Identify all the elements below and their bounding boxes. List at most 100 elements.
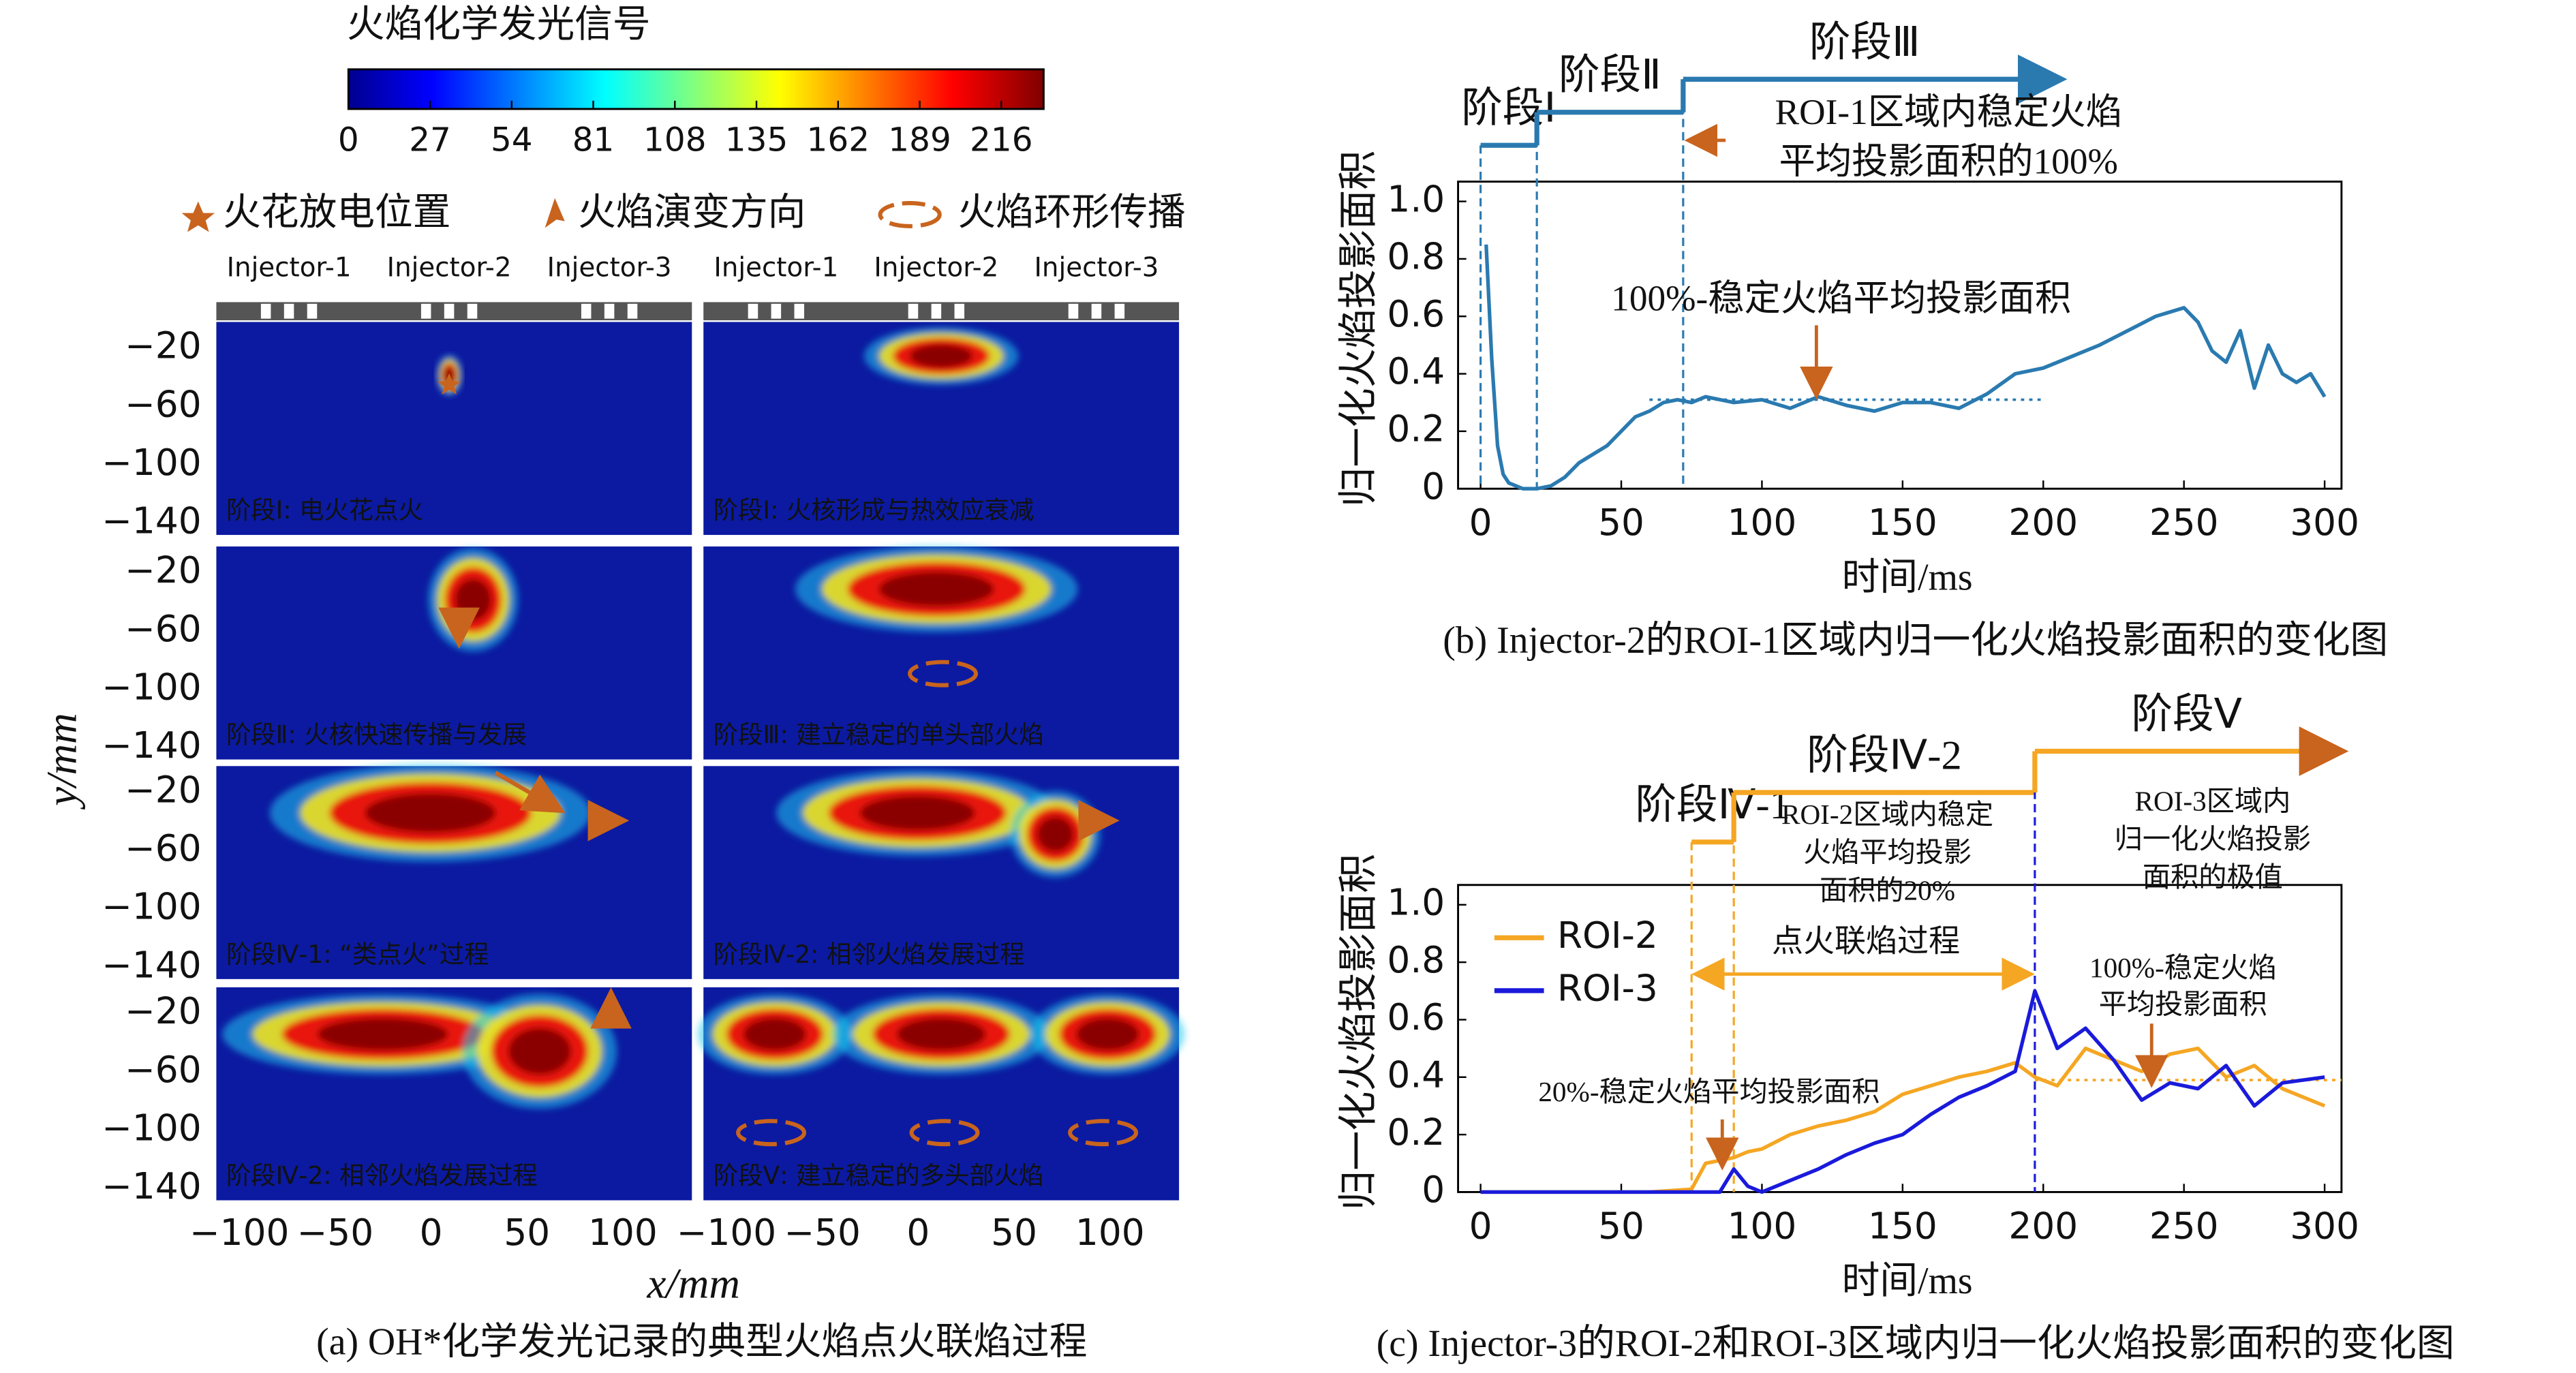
x-tick-label: 150 bbox=[1868, 502, 1937, 544]
ring-propagation bbox=[1068, 1119, 1139, 1147]
x-axis-label: 时间/ms bbox=[1842, 557, 1973, 599]
flame-blobs bbox=[697, 993, 1185, 1075]
colorbar-tick-label: 54 bbox=[491, 121, 533, 159]
y-axis-label: 归一化火焰投影面积 bbox=[1336, 151, 1380, 507]
colorbar-tick-label: 189 bbox=[888, 121, 951, 159]
y-tick-label: 0.8 bbox=[1387, 236, 1445, 278]
colorbar-title: 火焰化学发光信号 bbox=[347, 2, 651, 46]
x-tick-label: 300 bbox=[2290, 502, 2359, 544]
x-tick-label: 50 bbox=[504, 1212, 550, 1254]
y-tick-label: −100 bbox=[102, 666, 201, 708]
x-tick-label: 200 bbox=[2008, 502, 2078, 544]
injector-label: Injector-1 bbox=[714, 252, 838, 283]
y-tick-label: −60 bbox=[125, 383, 201, 425]
injector-label: Injector-1 bbox=[227, 252, 352, 283]
star-icon bbox=[181, 201, 215, 232]
flame-blob bbox=[1037, 816, 1074, 852]
panel-caption: 阶段Ⅰ: 电火花点火 bbox=[226, 495, 423, 525]
x-tick-label: 0 bbox=[420, 1212, 443, 1254]
annotation: ROI-1区域内稳定火焰 bbox=[1775, 92, 2122, 132]
x-tick-label: 50 bbox=[991, 1212, 1037, 1254]
legend-label: 火焰演变方向 bbox=[578, 190, 806, 234]
injector-slot bbox=[444, 303, 455, 319]
colorbar-tick-label: 216 bbox=[970, 121, 1032, 159]
y-tick-label: −20 bbox=[125, 549, 201, 591]
data-line bbox=[1480, 989, 2325, 1194]
injector-slot bbox=[260, 303, 271, 319]
flame-blobs bbox=[776, 769, 1101, 878]
stage-label: 阶段Ⅱ bbox=[1559, 52, 1661, 98]
x-tick-label: 250 bbox=[2149, 1205, 2219, 1247]
y-tick-label: −100 bbox=[102, 886, 201, 928]
data-line bbox=[1484, 244, 2327, 491]
stage-label: 阶段Ⅳ-1 bbox=[1635, 782, 1790, 828]
caption: (a) OH*化学发光记录的典型火焰点火联焰过程 bbox=[316, 1321, 1087, 1363]
injector-slot bbox=[283, 303, 294, 319]
flame-blob bbox=[910, 344, 973, 368]
y-tick-label: −20 bbox=[125, 990, 201, 1032]
y-tick-label: 0 bbox=[1422, 1169, 1445, 1211]
colorbar-tick-label: 135 bbox=[725, 121, 788, 159]
y-tick-label: −140 bbox=[102, 500, 201, 542]
annotation: 平均投影面积的100% bbox=[1779, 142, 2118, 182]
x-tick-label: 0 bbox=[1469, 1205, 1492, 1247]
y-axis-label: y/mm bbox=[37, 713, 85, 809]
stage-label: 阶段Ⅰ bbox=[1461, 86, 1556, 132]
injector-slot bbox=[1091, 303, 1102, 319]
injector-label: Injector-3 bbox=[547, 252, 672, 283]
spark-star bbox=[438, 373, 461, 395]
legend-label: ROI-3 bbox=[1557, 967, 1658, 1009]
x-tick-label: 0 bbox=[906, 1212, 930, 1254]
x-tick-label: −50 bbox=[784, 1212, 860, 1254]
x-tick-label: −100 bbox=[189, 1212, 289, 1254]
y-tick-label: 0.2 bbox=[1387, 1111, 1445, 1154]
injector-slot bbox=[604, 303, 615, 319]
injector-slot bbox=[794, 303, 805, 319]
arrow-icon bbox=[545, 198, 565, 228]
flame-blob bbox=[1076, 1017, 1139, 1051]
x-tick-label: 0 bbox=[1469, 502, 1492, 544]
panel-caption: 阶段Ⅳ-2: 相邻火焰发展过程 bbox=[226, 1161, 538, 1190]
y-tick-label: 0.2 bbox=[1387, 408, 1445, 450]
annotation: 平均投影面积 bbox=[2099, 989, 2267, 1020]
injector-slot bbox=[908, 303, 919, 319]
x-tick-label: 200 bbox=[2008, 1205, 2078, 1247]
colorbar-tick-label: 27 bbox=[409, 121, 451, 159]
panel-caption: 阶段Ⅰ: 火核形成与热效应衰减 bbox=[714, 495, 1034, 525]
x-tick-label: −100 bbox=[677, 1212, 776, 1254]
caption: (b) Injector-2的ROI-1区域内归一化火焰投影面积的变化图 bbox=[1443, 619, 2388, 662]
annotation: 面积的20% bbox=[1820, 874, 1955, 906]
data-line bbox=[1480, 1046, 2326, 1194]
colorbar-tick-label: 108 bbox=[643, 121, 706, 159]
injector-slot bbox=[1114, 303, 1125, 319]
legend-label: 火焰环形传播 bbox=[957, 190, 1185, 234]
annotation: 面积的极值 bbox=[2143, 861, 2283, 893]
x-tick-label: 50 bbox=[1598, 502, 1644, 544]
y-tick-label: 0 bbox=[1422, 465, 1445, 508]
injector-slot bbox=[307, 303, 318, 319]
plot-frame bbox=[1457, 181, 2343, 490]
annotation: ROI-2区域内稳定 bbox=[1781, 799, 1993, 830]
injector-slot bbox=[467, 303, 478, 319]
x-axis-label: 时间/ms bbox=[1842, 1260, 1973, 1302]
ring-propagation bbox=[908, 660, 979, 688]
y-tick-label: −100 bbox=[102, 1107, 201, 1149]
ring-propagation bbox=[909, 1119, 980, 1147]
y-tick-label: −60 bbox=[125, 1049, 201, 1091]
injector-slot bbox=[420, 303, 431, 319]
legend-label: ROI-2 bbox=[1557, 914, 1658, 957]
x-tick-label: 150 bbox=[1868, 1205, 1937, 1247]
flame-blob bbox=[896, 1017, 986, 1051]
legend-label: 火花放电位置 bbox=[223, 190, 450, 234]
stage-label: 阶段Ⅲ bbox=[1809, 20, 1920, 65]
evolution-arrow bbox=[494, 771, 566, 814]
y-axis-label: 归一化火焰投影面积 bbox=[1336, 854, 1380, 1210]
x-axis-label: x/mm bbox=[646, 1259, 739, 1307]
y-tick-label: −60 bbox=[125, 608, 201, 650]
ring-propagation bbox=[736, 1119, 807, 1147]
y-tick-label: −140 bbox=[102, 724, 201, 767]
panel-caption: 阶段Ⅳ-1: “类点火”过程 bbox=[226, 940, 489, 969]
y-tick-label: 1.0 bbox=[1387, 881, 1445, 923]
